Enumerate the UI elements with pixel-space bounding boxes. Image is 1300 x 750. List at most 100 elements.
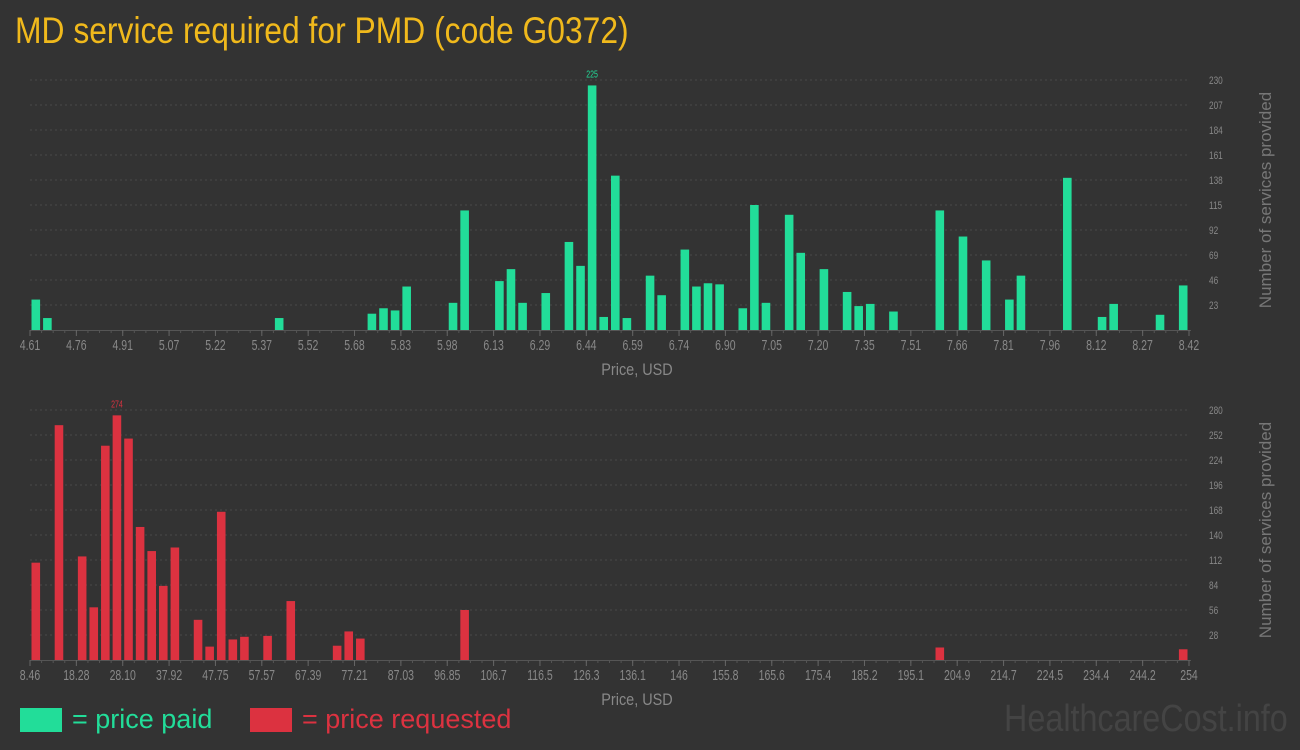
watermark-logo: HealthcareCost.info — [1004, 698, 1288, 740]
bar — [1109, 303, 1118, 330]
y-tick-label: 138 — [1209, 175, 1223, 187]
x-tick-label: 8.46 — [20, 666, 40, 683]
bar — [101, 445, 110, 660]
bar — [205, 646, 214, 660]
x-tick-label: 195.1 — [898, 666, 924, 683]
bar — [54, 425, 64, 660]
legend-swatch-requested — [250, 707, 292, 732]
x-tick-label: 7.66 — [947, 336, 967, 353]
x-tick-label: 185.2 — [851, 666, 877, 683]
bar — [1178, 649, 1188, 660]
legend-label-paid: = price paid — [72, 704, 213, 734]
bar — [796, 252, 806, 330]
legend-paid: = price paid — [20, 704, 212, 735]
bar — [935, 647, 945, 660]
x-tick-label: 136.1 — [620, 666, 646, 683]
legend-requested: = price requested — [250, 704, 511, 735]
x-tick-label: 146 — [670, 666, 688, 683]
x-axis-title: Price, USD — [601, 691, 672, 709]
x-tick-label: 6.59 — [622, 336, 642, 353]
bar — [402, 286, 411, 330]
x-tick-label: 7.51 — [901, 336, 921, 353]
x-tick-label: 6.90 — [715, 336, 735, 353]
bar — [379, 308, 388, 330]
bar — [935, 210, 945, 330]
bar — [31, 562, 41, 660]
bar — [842, 291, 852, 330]
bar — [1097, 316, 1107, 330]
bar — [715, 284, 724, 330]
bar — [541, 293, 551, 330]
x-tick-label: 116.5 — [527, 666, 552, 683]
bar — [147, 551, 156, 660]
y-tick-label: 112 — [1209, 555, 1222, 567]
y-tick-label: 28 — [1209, 630, 1218, 642]
y-tick-label: 196 — [1209, 480, 1223, 492]
bar — [854, 306, 863, 330]
x-tick-label: 77.21 — [341, 666, 367, 683]
x-tick-label: 87.03 — [388, 666, 414, 683]
bar — [958, 236, 968, 330]
bar — [761, 302, 771, 330]
y-tick-label: 280 — [1209, 405, 1223, 417]
x-tick-label: 7.81 — [993, 336, 1013, 353]
bar — [495, 281, 504, 330]
x-tick-label: 28.10 — [110, 666, 136, 683]
bar — [460, 210, 469, 330]
bar — [692, 286, 701, 330]
bar — [622, 318, 632, 330]
bar — [819, 269, 829, 330]
y-tick-label: 69 — [1209, 250, 1218, 262]
bar — [240, 636, 249, 660]
x-tick-label: 214.7 — [990, 666, 1016, 683]
bar — [645, 275, 655, 330]
x-tick-label: 4.76 — [66, 336, 86, 353]
bar — [738, 308, 748, 330]
legend-label-requested: = price requested — [302, 704, 512, 734]
x-tick-label: 244.2 — [1130, 666, 1156, 683]
bar — [865, 303, 875, 330]
x-tick-label: 106.7 — [480, 666, 506, 683]
x-tick-label: 155.8 — [712, 666, 738, 683]
y-tick-label: 23 — [1209, 300, 1218, 312]
x-tick-label: 7.35 — [854, 336, 874, 353]
bar — [657, 295, 666, 330]
y-tick-label: 84 — [1209, 580, 1219, 592]
bar — [460, 610, 469, 660]
x-tick-label: 7.96 — [1040, 336, 1060, 353]
bar — [77, 556, 87, 660]
x-tick-label: 8.42 — [1179, 336, 1199, 353]
bar — [31, 299, 41, 330]
bar — [286, 601, 296, 660]
x-tick-label: 5.22 — [205, 336, 225, 353]
bar — [448, 302, 458, 330]
chart-title: MD service required for PMD (code G0372) — [15, 10, 629, 51]
x-tick-label: 5.83 — [391, 336, 411, 353]
x-tick-label: 165.6 — [759, 666, 785, 683]
max-value-label: 225 — [586, 68, 598, 80]
bar — [506, 269, 516, 330]
x-tick-label: 175.4 — [805, 666, 831, 683]
y-axis-title: Number of services provided — [1256, 422, 1275, 638]
y-tick-label: 92 — [1209, 225, 1218, 237]
y-tick-label: 230 — [1209, 75, 1223, 87]
bar — [564, 241, 574, 330]
bar — [981, 260, 991, 330]
x-tick-label: 5.37 — [252, 336, 272, 353]
bar — [599, 316, 608, 330]
x-tick-label: 7.20 — [808, 336, 828, 353]
x-tick-label: 5.68 — [344, 336, 364, 353]
y-tick-label: 115 — [1209, 200, 1222, 212]
bar — [1005, 299, 1014, 330]
bar — [263, 635, 272, 660]
bar — [750, 205, 759, 330]
x-tick-label: 254 — [1180, 666, 1198, 683]
x-tick-label: 4.61 — [20, 336, 40, 353]
y-tick-label: 224 — [1209, 455, 1223, 467]
bar — [680, 249, 690, 330]
y-tick-label: 161 — [1209, 150, 1223, 162]
x-tick-label: 204.9 — [944, 666, 970, 683]
y-tick-label: 252 — [1209, 430, 1223, 442]
bar — [1063, 177, 1072, 330]
